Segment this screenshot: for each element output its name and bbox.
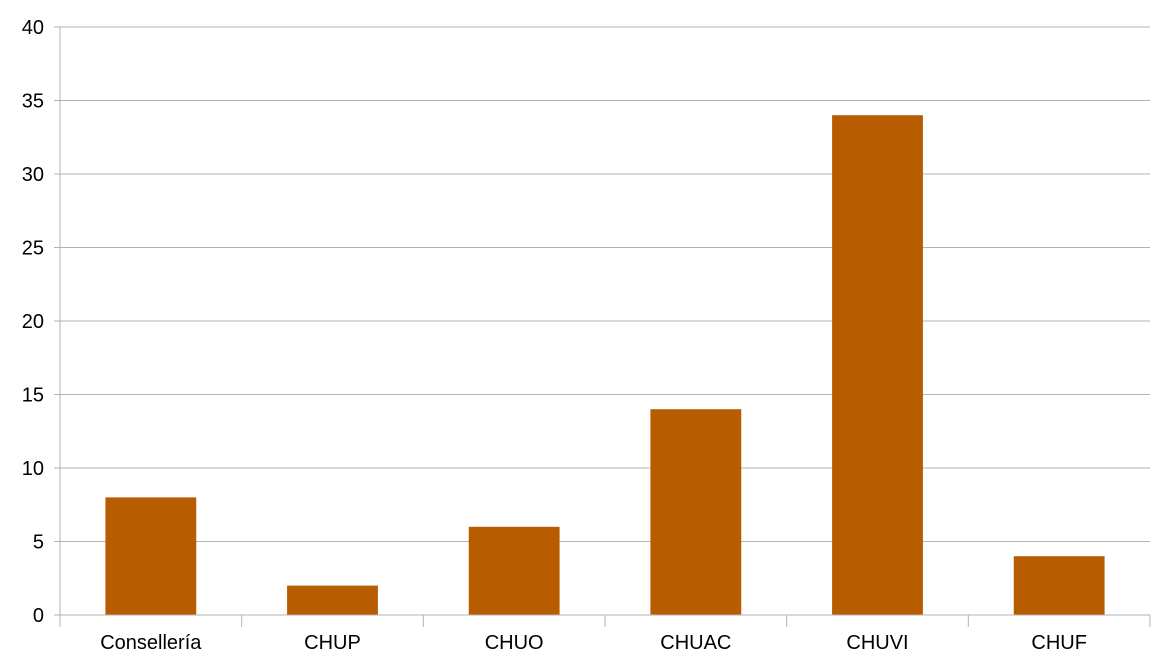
y-tick-label: 20 — [22, 311, 44, 333]
x-tick-label: CHUP — [304, 632, 361, 654]
bar-consellería — [105, 497, 197, 615]
y-tick-label: 0 — [33, 605, 44, 627]
y-tick-label: 40 — [22, 17, 44, 39]
bar-chuo — [468, 526, 560, 615]
y-tick-label: 10 — [22, 458, 44, 480]
bar-chuf — [1013, 556, 1105, 615]
y-tick-label: 5 — [33, 532, 44, 554]
bar-chuvi — [832, 115, 923, 615]
x-tick-label: CHUO — [485, 632, 544, 654]
y-tick-label: 15 — [22, 385, 44, 407]
bar-chuac — [650, 409, 742, 615]
x-tick-label: CHUF — [1031, 632, 1087, 654]
bar-chup — [287, 585, 378, 615]
y-tick-label: 35 — [22, 91, 44, 113]
x-tick-labels: Consellería CHUP CHUO CHUAC CHUVI CHUF — [100, 632, 1087, 654]
x-tick-label: CHUAC — [660, 632, 731, 654]
gridlines — [60, 26, 1150, 542]
bars — [105, 115, 1105, 615]
x-tick-label: Consellería — [100, 632, 202, 654]
y-tick-labels: 0 5 10 15 20 25 30 35 40 — [22, 17, 44, 627]
y-tick-label: 25 — [22, 238, 44, 260]
axes — [54, 26, 1151, 627]
x-tick-label: CHUVI — [846, 632, 908, 654]
y-tick-label: 30 — [22, 164, 44, 186]
